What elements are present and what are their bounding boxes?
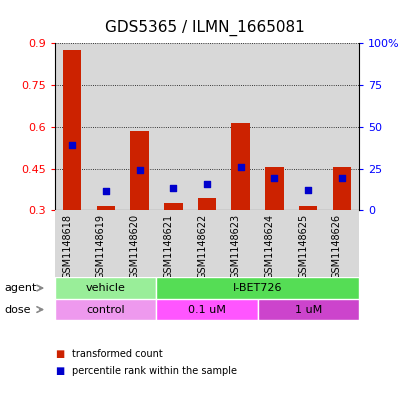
Text: control: control	[86, 305, 125, 314]
Text: 0.1 uM: 0.1 uM	[188, 305, 225, 314]
Bar	[130, 131, 148, 210]
Bar	[197, 198, 216, 210]
Bar	[156, 43, 190, 210]
Point	[203, 181, 210, 187]
Bar	[298, 206, 317, 210]
Bar	[265, 167, 283, 210]
Bar	[55, 43, 89, 210]
Text: GSM1148619: GSM1148619	[96, 214, 106, 279]
Text: percentile rank within the sample: percentile rank within the sample	[72, 366, 236, 376]
Bar	[97, 206, 115, 210]
Bar	[257, 299, 358, 320]
Point	[270, 175, 277, 182]
Text: GSM1148621: GSM1148621	[163, 214, 173, 279]
Bar	[156, 299, 257, 320]
Point	[170, 185, 176, 191]
Text: GSM1148624: GSM1148624	[264, 214, 274, 279]
Point	[237, 164, 243, 171]
Bar	[122, 43, 156, 210]
Bar	[257, 43, 291, 210]
Bar	[55, 277, 156, 299]
Bar	[63, 50, 81, 210]
Bar	[89, 43, 122, 210]
Text: 1 uM: 1 uM	[294, 305, 321, 314]
Text: GSM1148623: GSM1148623	[230, 214, 240, 279]
Bar	[291, 210, 324, 277]
Text: GSM1148618: GSM1148618	[62, 214, 72, 279]
Text: transformed count: transformed count	[72, 349, 162, 359]
Bar	[156, 277, 358, 299]
Text: GSM1148626: GSM1148626	[331, 214, 341, 279]
Bar	[164, 204, 182, 210]
Text: vehicle: vehicle	[86, 283, 126, 293]
Bar	[324, 43, 358, 210]
Text: GDS5365 / ILMN_1665081: GDS5365 / ILMN_1665081	[105, 19, 304, 36]
Bar	[257, 210, 291, 277]
Text: GSM1148625: GSM1148625	[297, 214, 308, 279]
Text: GSM1148622: GSM1148622	[197, 214, 207, 279]
Bar	[223, 210, 257, 277]
Bar	[332, 167, 350, 210]
Bar	[223, 43, 257, 210]
Bar	[291, 43, 324, 210]
Bar	[231, 123, 249, 210]
Point	[136, 167, 143, 173]
Text: I-BET726: I-BET726	[232, 283, 282, 293]
Bar	[55, 299, 156, 320]
Text: dose: dose	[4, 305, 31, 314]
Point	[338, 175, 344, 182]
Bar	[55, 210, 89, 277]
Text: ■: ■	[55, 366, 65, 376]
Bar	[156, 210, 190, 277]
Point	[102, 188, 109, 194]
Point	[304, 186, 311, 193]
Text: ■: ■	[55, 349, 65, 359]
Bar	[190, 210, 223, 277]
Point	[69, 142, 75, 148]
Bar	[122, 210, 156, 277]
Text: agent: agent	[4, 283, 36, 293]
Bar	[324, 210, 358, 277]
Bar	[89, 210, 122, 277]
Bar	[190, 43, 223, 210]
Text: GSM1148620: GSM1148620	[129, 214, 139, 279]
